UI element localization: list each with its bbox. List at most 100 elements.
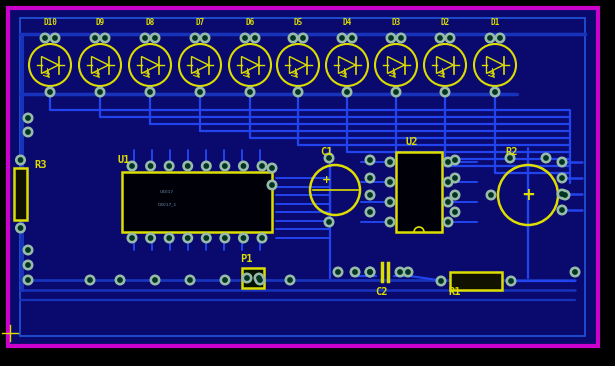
Circle shape: [443, 90, 447, 94]
Circle shape: [90, 33, 100, 43]
Circle shape: [258, 278, 262, 282]
Circle shape: [446, 200, 450, 204]
Circle shape: [250, 33, 260, 43]
Circle shape: [239, 233, 248, 243]
Circle shape: [220, 233, 229, 243]
Circle shape: [23, 127, 33, 137]
Circle shape: [368, 176, 372, 180]
Circle shape: [100, 33, 110, 43]
Circle shape: [248, 90, 252, 94]
Circle shape: [291, 36, 295, 40]
Circle shape: [150, 33, 160, 43]
Circle shape: [508, 156, 512, 160]
Circle shape: [204, 236, 208, 240]
Circle shape: [288, 33, 298, 43]
Circle shape: [285, 275, 295, 285]
Text: D9: D9: [95, 18, 105, 26]
Circle shape: [388, 200, 392, 204]
Circle shape: [257, 161, 267, 171]
Circle shape: [495, 33, 505, 43]
Circle shape: [98, 90, 102, 94]
Circle shape: [439, 279, 443, 283]
Circle shape: [445, 33, 455, 43]
Circle shape: [241, 164, 245, 168]
Circle shape: [337, 33, 347, 43]
Circle shape: [167, 236, 172, 240]
Text: D3: D3: [391, 18, 400, 26]
Circle shape: [115, 275, 125, 285]
Circle shape: [40, 33, 50, 43]
Circle shape: [446, 220, 450, 224]
Text: D8: D8: [145, 18, 154, 26]
Circle shape: [202, 233, 211, 243]
Circle shape: [340, 36, 344, 40]
Circle shape: [26, 116, 30, 120]
Circle shape: [399, 36, 403, 40]
Circle shape: [50, 33, 60, 43]
Circle shape: [185, 275, 195, 285]
Circle shape: [140, 33, 150, 43]
Circle shape: [368, 210, 372, 214]
Circle shape: [186, 236, 190, 240]
Circle shape: [443, 197, 453, 207]
Circle shape: [18, 158, 23, 162]
Text: D4: D4: [343, 18, 352, 26]
Circle shape: [48, 90, 52, 94]
Circle shape: [509, 279, 513, 283]
Circle shape: [489, 193, 493, 197]
Circle shape: [270, 166, 274, 170]
Circle shape: [245, 87, 255, 97]
Circle shape: [43, 36, 47, 40]
Circle shape: [395, 267, 405, 277]
Circle shape: [95, 87, 105, 97]
Circle shape: [270, 183, 274, 187]
Text: D6: D6: [245, 18, 255, 26]
Circle shape: [242, 273, 252, 283]
Circle shape: [450, 190, 460, 200]
Circle shape: [365, 173, 375, 183]
Circle shape: [350, 36, 354, 40]
Circle shape: [573, 270, 577, 274]
Circle shape: [324, 153, 334, 163]
Text: U1: U1: [118, 155, 130, 165]
Circle shape: [23, 113, 33, 123]
Text: D2: D2: [440, 18, 450, 26]
Circle shape: [563, 193, 567, 197]
Circle shape: [490, 87, 500, 97]
Bar: [122, 172, 272, 232]
Circle shape: [198, 90, 202, 94]
Circle shape: [560, 176, 564, 180]
Text: R3: R3: [34, 160, 47, 170]
Circle shape: [450, 173, 460, 183]
Circle shape: [365, 267, 375, 277]
Text: D5: D5: [293, 18, 303, 26]
Bar: [242, 268, 264, 288]
Circle shape: [557, 189, 567, 199]
Circle shape: [388, 160, 392, 164]
Circle shape: [183, 233, 192, 243]
Circle shape: [296, 90, 300, 94]
Circle shape: [438, 36, 442, 40]
Circle shape: [436, 276, 446, 286]
Circle shape: [435, 33, 445, 43]
Circle shape: [324, 217, 334, 227]
Circle shape: [301, 36, 305, 40]
Circle shape: [143, 36, 147, 40]
Circle shape: [241, 236, 245, 240]
Text: D1: D1: [490, 18, 499, 26]
Circle shape: [506, 276, 516, 286]
Circle shape: [153, 278, 157, 282]
Circle shape: [450, 155, 460, 165]
Circle shape: [257, 233, 267, 243]
Circle shape: [183, 161, 192, 171]
Circle shape: [345, 90, 349, 94]
Circle shape: [327, 220, 331, 224]
Text: D10: D10: [43, 18, 57, 26]
Circle shape: [385, 157, 395, 167]
Circle shape: [450, 207, 460, 217]
Circle shape: [453, 176, 457, 180]
Circle shape: [505, 153, 515, 163]
Circle shape: [93, 36, 97, 40]
Circle shape: [150, 275, 160, 285]
Circle shape: [16, 223, 25, 233]
